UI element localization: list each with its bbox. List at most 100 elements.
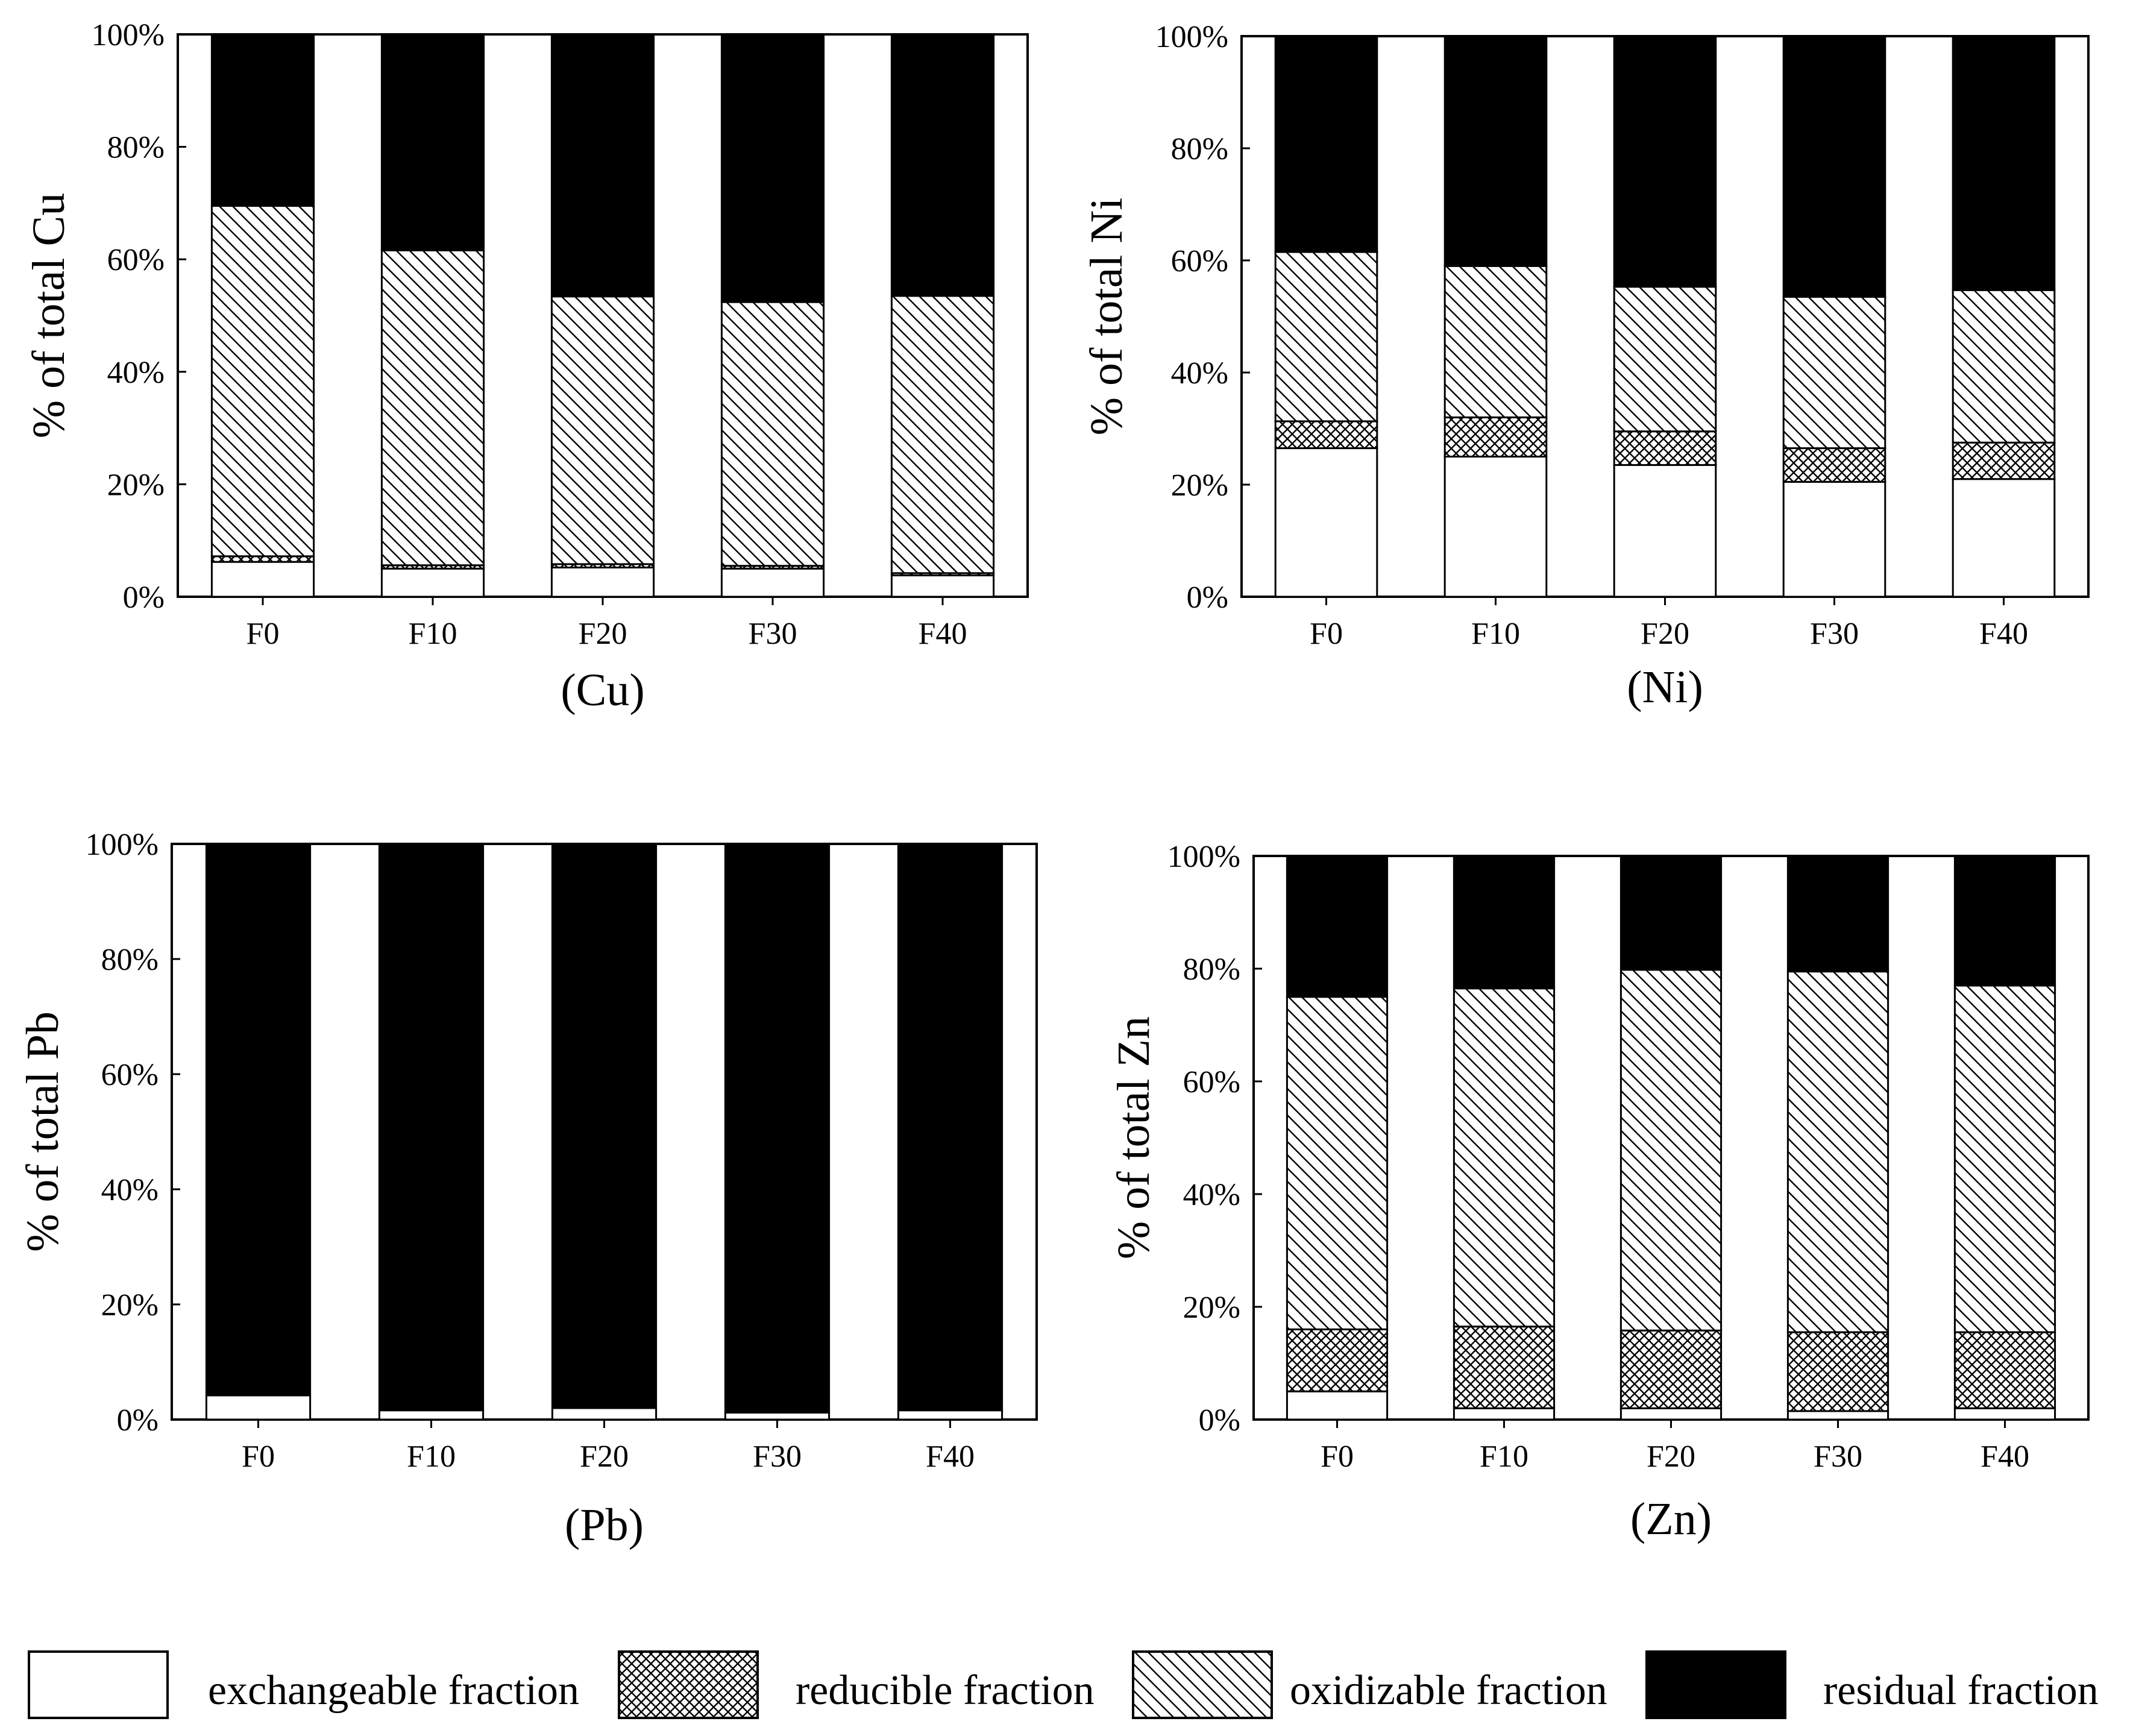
y-tick-label-pb-5: 100% xyxy=(86,828,159,862)
x-tick-label-zn-f30: F30 xyxy=(1814,1439,1862,1474)
bar-pb-f20-exchangeable xyxy=(551,1407,658,1421)
x-tick-label-cu-f30: F30 xyxy=(749,617,797,651)
bar-pb-f0-exchangeable xyxy=(205,1394,312,1421)
y-tick-label-ni-2: 40% xyxy=(1171,356,1228,391)
y-tick-label-pb-3: 60% xyxy=(101,1058,159,1092)
legend-swatch-reducible xyxy=(618,1650,759,1719)
x-tick-label-zn-f10: F10 xyxy=(1480,1439,1528,1474)
y-tick-label-pb-0: 0% xyxy=(117,1403,159,1438)
x-tick-label-ni-f30: F30 xyxy=(1810,617,1859,651)
y-tick-label-zn-2: 40% xyxy=(1183,1178,1240,1212)
bar-cu-f0-exchangeable xyxy=(210,561,315,598)
bar-zn-f30-reducible xyxy=(1786,1331,1889,1412)
legend-label-exchangeable: exchangeable fraction xyxy=(208,1667,579,1714)
y-tick-label-ni-5: 100% xyxy=(1155,20,1228,54)
bar-zn-f40-exchangeable xyxy=(1953,1407,2056,1421)
bar-ni-f0-residual xyxy=(1274,35,1378,253)
bar-zn-f0-reducible xyxy=(1286,1328,1389,1392)
bar-ni-f20-exchangeable xyxy=(1613,464,1717,598)
bar-cu-f30-residual xyxy=(720,33,825,303)
x-tick-label-ni-f40: F40 xyxy=(1979,617,2028,651)
bar-pb-f10-residual xyxy=(378,843,485,1412)
bar-zn-f20-oxidizable xyxy=(1619,969,1723,1332)
bar-zn-f10-exchangeable xyxy=(1453,1407,1556,1421)
bar-pb-f0-residual xyxy=(205,843,312,1397)
bar-pb-f30-exchangeable xyxy=(724,1412,831,1421)
bar-ni-f20-reducible xyxy=(1613,430,1717,466)
bar-ni-f40-reducible xyxy=(1952,441,2056,480)
bar-zn-f0-exchangeable xyxy=(1286,1390,1389,1421)
bar-cu-f30-oxidizable xyxy=(720,301,825,567)
y-tick-label-pb-4: 80% xyxy=(101,943,159,977)
x-tick-label-pb-f20: F20 xyxy=(580,1439,629,1474)
y-tick-label-pb-2: 40% xyxy=(101,1173,159,1207)
bar-zn-f30-oxidizable xyxy=(1786,970,1889,1333)
x-tick-label-cu-f20: F20 xyxy=(579,617,627,651)
bar-ni-f20-residual xyxy=(1613,35,1717,288)
chart-title-zn: (Zn) xyxy=(1630,1494,1712,1544)
x-tick-label-cu-f0: F0 xyxy=(247,617,280,651)
bar-zn-f40-residual xyxy=(1953,855,2056,987)
bar-zn-f10-reducible xyxy=(1453,1326,1556,1409)
bar-ni-f30-residual xyxy=(1782,35,1886,298)
y-tick-label-zn-1: 20% xyxy=(1183,1291,1240,1325)
y-tick-label-zn-4: 80% xyxy=(1183,952,1240,987)
legend-swatch-exchangeable xyxy=(28,1650,169,1719)
chart-title-pb: (Pb) xyxy=(565,1500,644,1550)
bar-cu-f30-exchangeable xyxy=(720,567,825,598)
bar-ni-f10-oxidizable xyxy=(1443,265,1548,418)
bar-ni-f0-reducible xyxy=(1274,420,1378,450)
y-tick-label-pb-1: 20% xyxy=(101,1288,159,1322)
bar-cu-f20-exchangeable xyxy=(550,566,655,598)
x-tick-label-zn-f40: F40 xyxy=(1981,1439,2029,1474)
bar-cu-f40-oxidizable xyxy=(890,295,995,574)
y-tick-label-zn-5: 100% xyxy=(1167,840,1240,874)
bar-ni-f30-oxidizable xyxy=(1782,295,1886,450)
y-axis-label-pb: % of total Pb xyxy=(17,1011,68,1252)
legend-swatch-residual xyxy=(1645,1650,1786,1719)
bar-ni-f0-oxidizable xyxy=(1274,251,1378,423)
y-axis-label-zn: % of total Zn xyxy=(1108,1016,1159,1259)
bar-ni-f40-exchangeable xyxy=(1952,478,2056,598)
y-tick-label-cu-0: 0% xyxy=(123,580,165,615)
bar-ni-f20-oxidizable xyxy=(1613,286,1717,433)
y-tick-label-cu-3: 60% xyxy=(107,243,165,277)
x-tick-label-zn-f0: F0 xyxy=(1321,1439,1354,1474)
bar-ni-f40-residual xyxy=(1952,35,2056,291)
bar-zn-f10-residual xyxy=(1453,855,1556,990)
x-tick-label-zn-f20: F20 xyxy=(1647,1439,1695,1474)
chart-panel-pb: F0 F10 F20 F30 F40 0% 20% 40% 60% 80% 100% % of tot… xyxy=(17,828,1038,1550)
legend: exchangeable fraction reducible fraction… xyxy=(28,1650,2099,1719)
bar-ni-f30-exchangeable xyxy=(1782,480,1886,598)
bar-cu-f40-residual xyxy=(890,33,995,297)
x-tick-label-pb-f30: F30 xyxy=(753,1439,802,1474)
bar-ni-f10-residual xyxy=(1443,35,1548,267)
y-tick-label-cu-2: 40% xyxy=(107,356,165,390)
chart-panel-cu: F0 F10 F20 F30 F40 0% 20% 40% 60% 80% 100% % of tot… xyxy=(24,18,1029,715)
x-tick-label-pb-f10: F10 xyxy=(407,1439,456,1474)
bar-ni-f30-reducible xyxy=(1782,447,1886,483)
x-tick-label-ni-f20: F20 xyxy=(1641,617,1689,651)
chart-panel-zn: F0 F10 F20 F30 F40 0% 20% 40% 60% 80% 100% % of tot… xyxy=(1108,840,2090,1544)
x-tick-label-ni-f10: F10 xyxy=(1471,617,1520,651)
bar-zn-f0-oxidizable xyxy=(1286,996,1389,1330)
legend-label-residual: residual fraction xyxy=(1823,1667,2099,1714)
chart-title-ni: (Ni) xyxy=(1627,662,1703,712)
bar-zn-f20-residual xyxy=(1619,855,1723,971)
y-tick-label-cu-1: 20% xyxy=(107,468,165,502)
y-axis-label-cu: % of total Cu xyxy=(24,193,74,438)
bar-zn-f40-oxidizable xyxy=(1953,984,2056,1333)
legend-swatch-oxidizable xyxy=(1132,1650,1273,1719)
bar-zn-f10-oxidizable xyxy=(1453,987,1556,1328)
bar-ni-f10-reducible xyxy=(1443,416,1548,458)
bar-pb-f40-exchangeable xyxy=(897,1409,1004,1421)
bar-pb-f20-residual xyxy=(551,843,658,1409)
bar-pb-f40-residual xyxy=(897,843,1004,1412)
legend-label-oxidizable: oxidizable fraction xyxy=(1290,1667,1607,1714)
x-tick-label-cu-f40: F40 xyxy=(919,617,967,651)
bar-zn-f20-exchangeable xyxy=(1619,1407,1723,1421)
y-tick-label-ni-1: 20% xyxy=(1171,468,1228,503)
bar-pb-f10-exchangeable xyxy=(378,1409,485,1421)
bar-cu-f0-residual xyxy=(210,33,315,207)
bar-zn-f30-residual xyxy=(1786,855,1889,973)
